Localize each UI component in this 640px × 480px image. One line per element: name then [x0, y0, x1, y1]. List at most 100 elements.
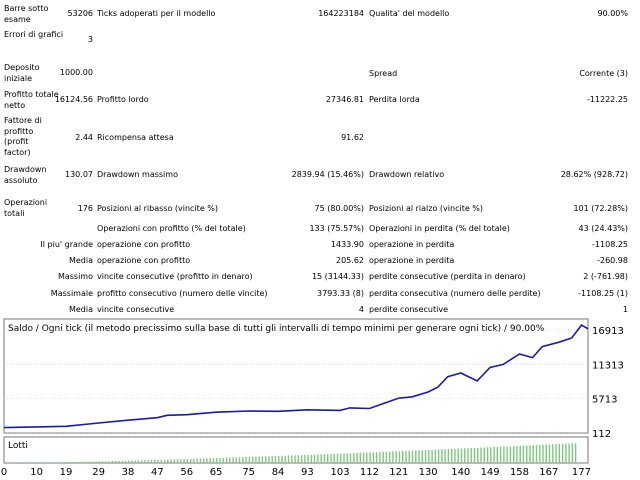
lots-bar: [248, 456, 251, 463]
label-media-profitto: operazione con profitto: [97, 256, 191, 265]
lots-bar: [441, 449, 443, 463]
lots-bar: [134, 460, 136, 463]
lots-bar: [23, 462, 25, 463]
lots-bar: [98, 461, 100, 463]
lots-bar: [82, 461, 84, 463]
lots-bar: [59, 462, 61, 463]
lots-bar: [26, 462, 29, 463]
x-tick-label: 130: [419, 467, 438, 478]
y-tick-label: 112: [592, 429, 611, 440]
lots-bar: [163, 459, 166, 463]
lots-bar: [92, 461, 94, 463]
value-media-perdita: -260.98: [597, 256, 628, 265]
lots-bar: [118, 460, 120, 463]
lots-bar: [421, 450, 423, 463]
lots-bar: [565, 443, 567, 463]
lots-bar: [196, 458, 198, 463]
lots-bar: [372, 452, 375, 463]
value-massimale-perdita: -1108.25 (1): [578, 289, 628, 298]
lots-bar: [382, 451, 384, 463]
lots-bar: [340, 453, 342, 463]
value-spread: Corrente (3): [579, 69, 628, 78]
value-ticks: 164223184: [318, 9, 364, 18]
value-massimo-vincite: 15 (3144.33): [311, 272, 364, 281]
lots-bar: [13, 462, 16, 463]
x-tick-label: 56: [180, 467, 193, 478]
lots-bar: [424, 450, 427, 463]
lots-bar: [229, 457, 231, 463]
y-tick-label: 11313: [592, 360, 624, 371]
lots-bar: [405, 450, 407, 463]
lots-bar: [349, 453, 352, 463]
value-operazioni: 176: [77, 204, 93, 213]
label-media-consecutive: Media: [68, 305, 93, 314]
lots-bar: [33, 462, 35, 463]
lots-bar: [568, 443, 570, 463]
lots-bar: [255, 456, 257, 463]
lots-bar: [434, 449, 437, 463]
lots-bar: [261, 456, 264, 463]
value-fattore: 2.44: [75, 133, 93, 142]
label-fattore: Fattore di profitto (profit factor): [4, 116, 42, 157]
lots-bar: [555, 444, 557, 463]
lots-bar: [203, 458, 205, 463]
lots-bar: [535, 445, 538, 463]
lots-bar: [353, 453, 355, 463]
lots-bar: [154, 459, 156, 463]
label-dd-massimo: Drawdown massimo: [97, 170, 178, 179]
lots-bar: [245, 457, 247, 463]
label-profitto-netto: Profitto totale netto: [4, 90, 59, 110]
lots-bar: [39, 462, 42, 463]
value-media-profitto: 205.62: [336, 256, 364, 265]
lots-bar: [258, 456, 260, 463]
lots-bar: [284, 455, 286, 463]
x-tick-label: 121: [389, 467, 408, 478]
value-massimale-profitto: 3793.33 (8): [317, 289, 364, 298]
lots-bar: [180, 459, 182, 463]
lots-bar: [242, 457, 244, 463]
lots-bar: [101, 461, 104, 463]
lots-bar: [219, 457, 221, 463]
lots-bar: [532, 445, 534, 463]
value-rialzo: 101 (72.28%): [573, 204, 628, 213]
label-massimo-perdite: perdite consecutive (perdita in denaro): [369, 272, 526, 281]
report-summary: Barre sotto esame 53206 Ticks adoperati …: [4, 4, 628, 314]
label-media-vincite: vincite consecutive: [97, 305, 175, 314]
x-tick-label: 177: [572, 467, 591, 478]
chart-title: Saldo / Ogni tick (il metodo precissimo …: [8, 324, 545, 334]
lots-bar: [20, 462, 22, 463]
label-massimale-perdita: perdita consecutiva (numero delle perdit…: [369, 289, 541, 298]
x-axis-ticks: 0 10 19 29 38 47 56 65 75 84 93 103 112 121 130 140 149 1…: [1, 467, 591, 478]
value-grande-perdita: -1108.25: [592, 240, 628, 249]
lots-bar: [470, 448, 472, 463]
label-media-perdite: perdite consecutive: [369, 305, 448, 314]
lots-bar: [343, 453, 345, 463]
value-dd-relativo: 28.62% (928.72): [560, 170, 628, 179]
lots-bar: [190, 458, 192, 463]
x-tick-label: 10: [30, 467, 43, 478]
lots-bar: [513, 446, 515, 463]
lots-bar: [503, 446, 505, 463]
lots-bar: [398, 451, 401, 463]
lots-bar: [362, 452, 365, 463]
value-qualita: 90.00%: [597, 9, 628, 18]
label-grande-profitto: operazione con profitto: [97, 240, 191, 249]
value-ribasso: 75 (80.00%): [314, 204, 364, 213]
lots-bar: [238, 457, 241, 463]
lots-bar: [574, 443, 577, 463]
x-tick-label: 65: [210, 467, 223, 478]
lots-bar: [291, 455, 293, 463]
label-media: Media: [68, 256, 93, 265]
label-op-profitto: Operazioni con profitto (% del totale): [97, 224, 246, 233]
lots-bar: [157, 459, 159, 463]
lots-bar: [124, 460, 127, 463]
lots-bar: [30, 462, 32, 463]
lots-bar: [108, 461, 110, 463]
lots-bar: [486, 447, 489, 463]
lots-bar: [222, 457, 224, 463]
lots-bar: [66, 462, 68, 463]
lots-bar: [509, 446, 512, 463]
y-axis-ticks: 16913 11313 5713 112: [592, 326, 624, 440]
value-massimo-perdite: 2 (-761.98): [583, 272, 628, 281]
label-massimo-vincite: vincite consecutive (profitto in denaro): [97, 272, 253, 281]
